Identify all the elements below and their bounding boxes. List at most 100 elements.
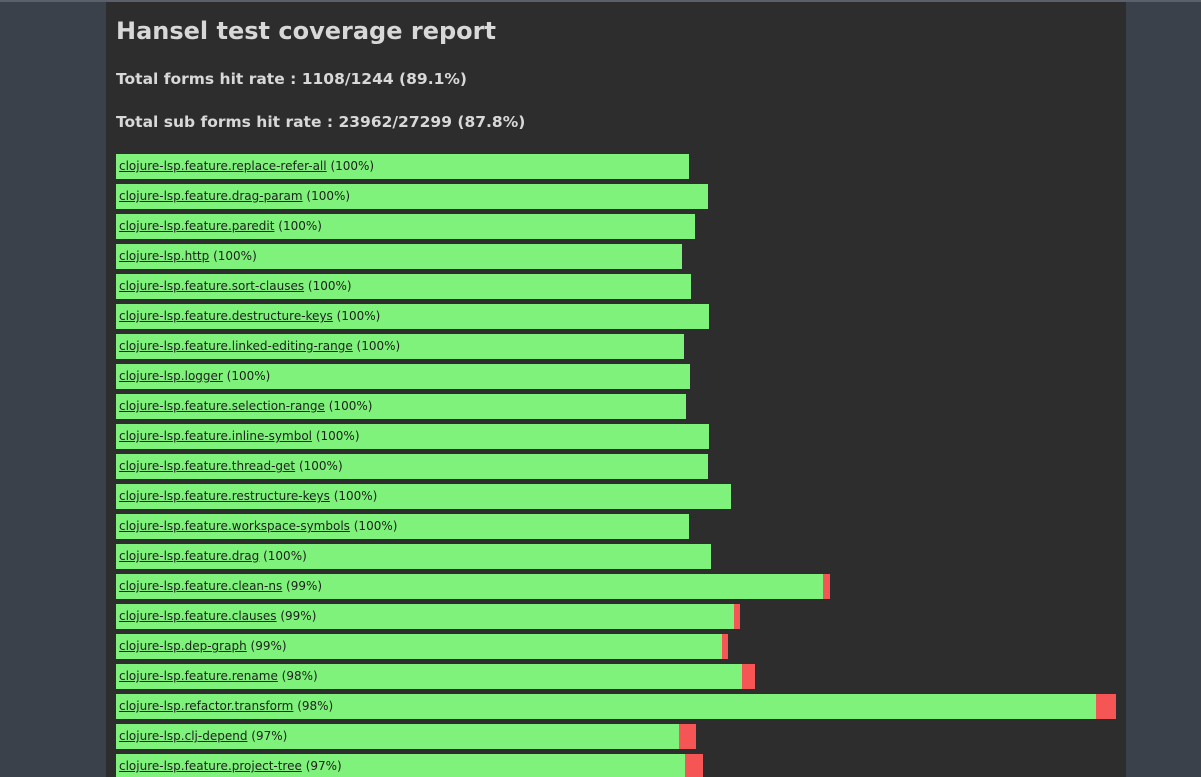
coverage-row: clojure-lsp.feature.sort-clauses (100%) (116, 274, 691, 299)
row-label: clojure-lsp.feature.inline-symbol (100%) (119, 424, 360, 449)
coverage-row: clojure-lsp.feature.restructure-keys (10… (116, 484, 731, 509)
coverage-percent: (100%) (333, 489, 378, 503)
total-forms-hit-rate: Total forms hit rate : 1108/1244 (89.1%) (116, 70, 467, 88)
row-label: clojure-lsp.feature.linked-editing-range… (119, 334, 400, 359)
hit-segment (116, 154, 689, 179)
coverage-percent: (100%) (213, 249, 257, 263)
namespace-link[interactable]: clojure-lsp.feature.drag (119, 549, 260, 563)
row-label: clojure-lsp.feature.restructure-keys (10… (119, 484, 377, 509)
namespace-link[interactable]: clojure-lsp.feature.paredit (119, 219, 275, 233)
coverage-row: clojure-lsp.feature.replace-refer-all (1… (116, 154, 689, 179)
coverage-bar (116, 604, 740, 629)
coverage-bar (116, 694, 1116, 719)
namespace-link[interactable]: clojure-lsp.feature.drag-param (119, 189, 303, 203)
namespace-link[interactable]: clojure-lsp.logger (119, 369, 223, 383)
coverage-row: clojure-lsp.feature.workspace-symbols (1… (116, 514, 689, 539)
namespace-link[interactable]: clojure-lsp.feature.project-tree (119, 759, 302, 773)
namespace-link[interactable]: clojure-lsp.feature.rename (119, 669, 278, 683)
miss-segment (722, 634, 728, 659)
row-label: clojure-lsp.feature.thread-get (100%) (119, 454, 343, 479)
hit-segment (116, 364, 690, 389)
namespace-link[interactable]: clojure-lsp.feature.destructure-keys (119, 309, 333, 323)
hit-segment (116, 724, 679, 749)
coverage-bar (116, 394, 686, 419)
namespace-link[interactable]: clojure-lsp.refactor.transform (119, 699, 294, 713)
page-title: Hansel test coverage report (116, 17, 496, 45)
coverage-bar (116, 334, 684, 359)
coverage-percent: (100%) (315, 429, 360, 443)
coverage-row: clojure-lsp.logger (100%) (116, 364, 690, 389)
row-label: clojure-lsp.http (100%) (119, 244, 257, 269)
coverage-percent: (100%) (278, 219, 322, 233)
coverage-row: clojure-lsp.refactor.transform (98%) (116, 694, 1116, 719)
coverage-bar (116, 634, 728, 659)
namespace-link[interactable]: clojure-lsp.dep-graph (119, 639, 247, 653)
coverage-row: clojure-lsp.feature.destructure-keys (10… (116, 304, 709, 329)
hit-segment (116, 484, 731, 509)
namespace-link[interactable]: clojure-lsp.feature.clauses (119, 609, 277, 623)
namespace-link[interactable]: clojure-lsp.feature.workspace-symbols (119, 519, 350, 533)
coverage-bar (116, 274, 691, 299)
hit-segment (116, 694, 1096, 719)
coverage-bar (116, 544, 711, 569)
row-label: clojure-lsp.feature.drag-param (100%) (119, 184, 350, 209)
coverage-row: clojure-lsp.feature.linked-editing-range… (116, 334, 684, 359)
hit-segment (116, 394, 686, 419)
miss-segment (679, 724, 696, 749)
miss-segment (685, 754, 703, 777)
coverage-bar (116, 364, 690, 389)
coverage-percent: (99%) (250, 639, 287, 653)
coverage-bar (116, 484, 731, 509)
namespace-link[interactable]: clojure-lsp.feature.sort-clauses (119, 279, 305, 293)
coverage-percent: (100%) (307, 279, 352, 293)
hit-segment (116, 244, 682, 269)
row-label: clojure-lsp.feature.clauses (99%) (119, 604, 316, 629)
row-label: clojure-lsp.feature.clean-ns (99%) (119, 574, 322, 599)
coverage-row: clojure-lsp.feature.drag-param (100%) (116, 184, 708, 209)
coverage-row: clojure-lsp.feature.clean-ns (99%) (116, 574, 830, 599)
row-label: clojure-lsp.feature.destructure-keys (10… (119, 304, 380, 329)
coverage-bar (116, 664, 755, 689)
coverage-bar (116, 184, 708, 209)
namespace-link[interactable]: clojure-lsp.feature.inline-symbol (119, 429, 313, 443)
row-label: clojure-lsp.logger (100%) (119, 364, 270, 389)
hit-segment (116, 544, 711, 569)
namespace-link[interactable]: clojure-lsp.feature.replace-refer-all (119, 159, 327, 173)
hit-segment (116, 454, 708, 479)
coverage-bar (116, 154, 689, 179)
coverage-percent: (99%) (280, 609, 317, 623)
namespace-link[interactable]: clojure-lsp.feature.selection-range (119, 399, 325, 413)
miss-segment (734, 604, 740, 629)
miss-segment (1096, 694, 1116, 719)
coverage-percent: (100%) (306, 189, 351, 203)
hit-segment (116, 604, 734, 629)
row-label: clojure-lsp.refactor.transform (98%) (119, 694, 333, 719)
namespace-link[interactable]: clojure-lsp.feature.thread-get (119, 459, 296, 473)
hit-segment (116, 304, 709, 329)
coverage-row: clojure-lsp.feature.project-tree (97%) (116, 754, 703, 777)
row-label: clojure-lsp.feature.workspace-symbols (1… (119, 514, 397, 539)
coverage-percent: (100%) (263, 549, 307, 563)
coverage-percent: (100%) (328, 399, 373, 413)
namespace-link[interactable]: clojure-lsp.feature.clean-ns (119, 579, 283, 593)
namespace-link[interactable]: clojure-lsp.http (119, 249, 210, 263)
hit-segment (116, 574, 823, 599)
namespace-link[interactable]: clojure-lsp.clj-depend (119, 729, 248, 743)
row-label: clojure-lsp.feature.paredit (100%) (119, 214, 322, 239)
row-label: clojure-lsp.feature.selection-range (100… (119, 394, 372, 419)
row-label: clojure-lsp.feature.rename (98%) (119, 664, 318, 689)
namespace-link[interactable]: clojure-lsp.feature.linked-editing-range (119, 339, 353, 353)
coverage-percent: (100%) (298, 459, 343, 473)
hit-segment (116, 184, 708, 209)
hit-segment (116, 274, 691, 299)
hit-segment (116, 514, 689, 539)
total-sub-forms-hit-rate: Total sub forms hit rate : 23962/27299 (… (116, 113, 526, 131)
coverage-row: clojure-lsp.dep-graph (99%) (116, 634, 728, 659)
coverage-row: clojure-lsp.feature.rename (98%) (116, 664, 755, 689)
coverage-percent: (97%) (251, 729, 288, 743)
top-border (0, 0, 1201, 2)
coverage-percent: (100%) (356, 339, 401, 353)
coverage-bar (116, 304, 709, 329)
coverage-bar (116, 244, 682, 269)
namespace-link[interactable]: clojure-lsp.feature.restructure-keys (119, 489, 330, 503)
